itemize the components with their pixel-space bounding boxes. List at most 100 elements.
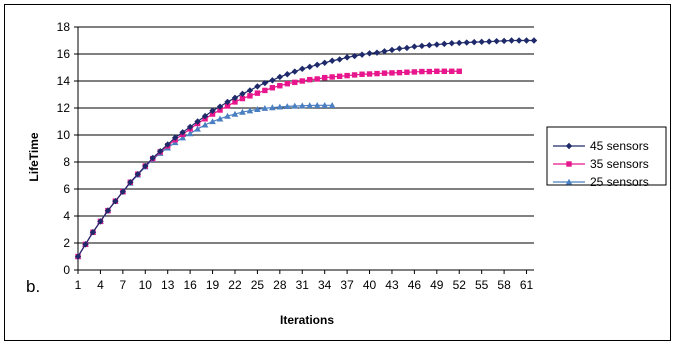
data-point [239,95,246,102]
x-tick-label: 58 [497,278,511,292]
data-point [74,253,82,260]
data-point [209,111,216,117]
x-tick-label: 37 [340,278,354,292]
data-point [254,106,261,112]
data-point [246,87,254,94]
x-tick-label: 1 [75,278,82,292]
data-point [269,85,276,91]
data-point [344,72,350,79]
series-line [77,104,333,257]
data-point [291,102,299,109]
data-point [456,68,462,74]
data-point [411,69,418,75]
data-point [359,71,365,77]
series-line [77,70,460,257]
data-point [321,102,328,108]
x-tick-label: 34 [318,278,332,292]
data-point [321,74,328,81]
legend-box [546,126,667,186]
data-point [351,52,358,60]
x-tick-label: 46 [408,278,422,292]
data-point [306,102,314,109]
data-point [179,134,186,141]
data-point [217,107,223,113]
data-point [97,218,104,225]
legend-marker [566,161,572,167]
data-point [224,112,231,119]
data-point [306,63,313,71]
data-point [254,83,261,90]
data-point [284,81,291,87]
y-tick-label: 6 [63,182,70,196]
data-point [194,118,201,125]
data-point [194,125,201,132]
data-point [343,54,351,61]
y-tick-label: 0 [63,263,70,277]
x-tick-label: 13 [161,278,175,292]
series-group [74,37,538,260]
series-35-sensors [75,68,462,260]
data-point [186,123,194,131]
gridlines [78,26,534,244]
data-point [171,134,179,141]
x-tick-labels: 1 4 7 10 13 16 19 22 25 28 31 34 37 40 43 46 49 52 55 58 61 [75,278,534,292]
y-axis-label: LifeTime [27,132,41,181]
data-point [389,70,395,76]
x-tick-label: 28 [273,278,287,292]
data-point [463,39,470,46]
data-point [157,148,164,155]
legend-marker [565,178,573,185]
data-point [426,42,433,49]
data-point [426,68,433,75]
legend-item: 25 sensors [553,175,649,189]
data-point [434,68,440,74]
y-tick-label: 18 [57,20,71,34]
data-point [262,87,268,94]
y-tick-label: 14 [57,74,71,88]
data-point [261,104,269,111]
y-tick-label: 10 [57,128,71,142]
data-point [381,48,388,55]
data-point [299,78,305,84]
data-point [261,79,269,87]
x-axis-label: Iterations [280,313,334,327]
data-point [381,70,388,76]
data-point [508,37,515,44]
data-point [209,107,216,114]
x-tick-label: 43 [385,278,399,292]
series-line [77,39,534,257]
data-point [291,68,298,75]
data-point [441,68,447,74]
data-point [329,74,335,80]
data-point [470,38,478,46]
data-point [269,77,276,84]
legend-label: 25 sensors [590,175,649,189]
data-point [284,103,291,110]
legend-label: 45 sensors [590,139,649,153]
x-tick-label: 10 [139,278,153,292]
legend: 45 sensors 35 sensors 25 sensors [546,126,667,189]
data-point [366,50,373,57]
data-point [307,76,313,83]
data-point [246,107,254,114]
data-point [82,241,89,248]
data-point [396,69,403,76]
x-tick-label: 52 [453,278,467,292]
data-point [403,44,411,52]
data-point [530,37,538,44]
data-point [134,170,142,178]
legend-marker [565,142,573,150]
data-point [373,49,381,56]
data-point [292,79,298,86]
data-point [179,129,186,136]
data-point [411,43,418,50]
data-point [419,68,425,75]
axes [74,26,534,274]
x-tick-label: 4 [97,278,104,292]
data-point [314,61,321,68]
data-point [89,229,97,236]
data-point [336,56,343,63]
x-tick-label: 25 [251,278,265,292]
data-point [449,68,455,74]
data-point [358,51,366,58]
